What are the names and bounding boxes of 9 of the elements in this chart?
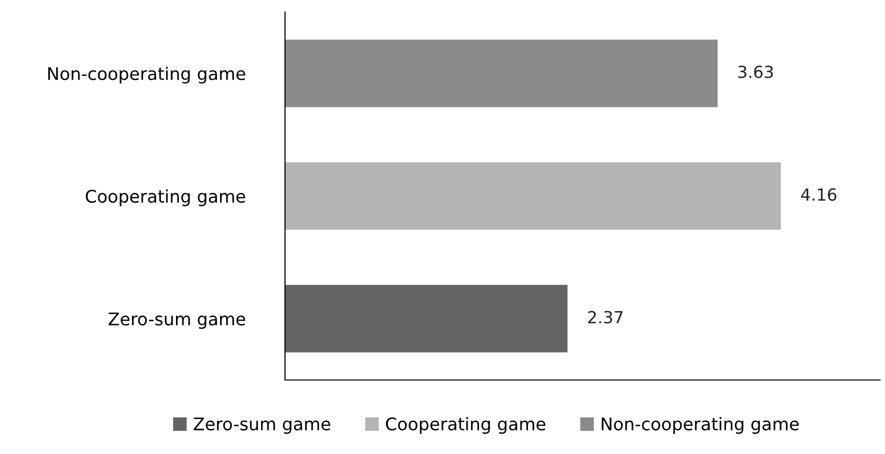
- data-label: 2.37: [588, 310, 623, 324]
- legend-label: Non-cooperating game: [602, 417, 799, 434]
- y-tick-label: Non-cooperating game: [48, 66, 246, 84]
- data-label: 3.63: [738, 66, 773, 78]
- legend-label: Cooperating game: [386, 417, 546, 434]
- y-tick-label: Zero-sum game: [108, 312, 246, 329]
- y-tick-label: Cooperating game: [86, 189, 246, 206]
- data-label: 4.16: [801, 188, 836, 201]
- legend-label: Zero-sum game: [194, 418, 330, 434]
